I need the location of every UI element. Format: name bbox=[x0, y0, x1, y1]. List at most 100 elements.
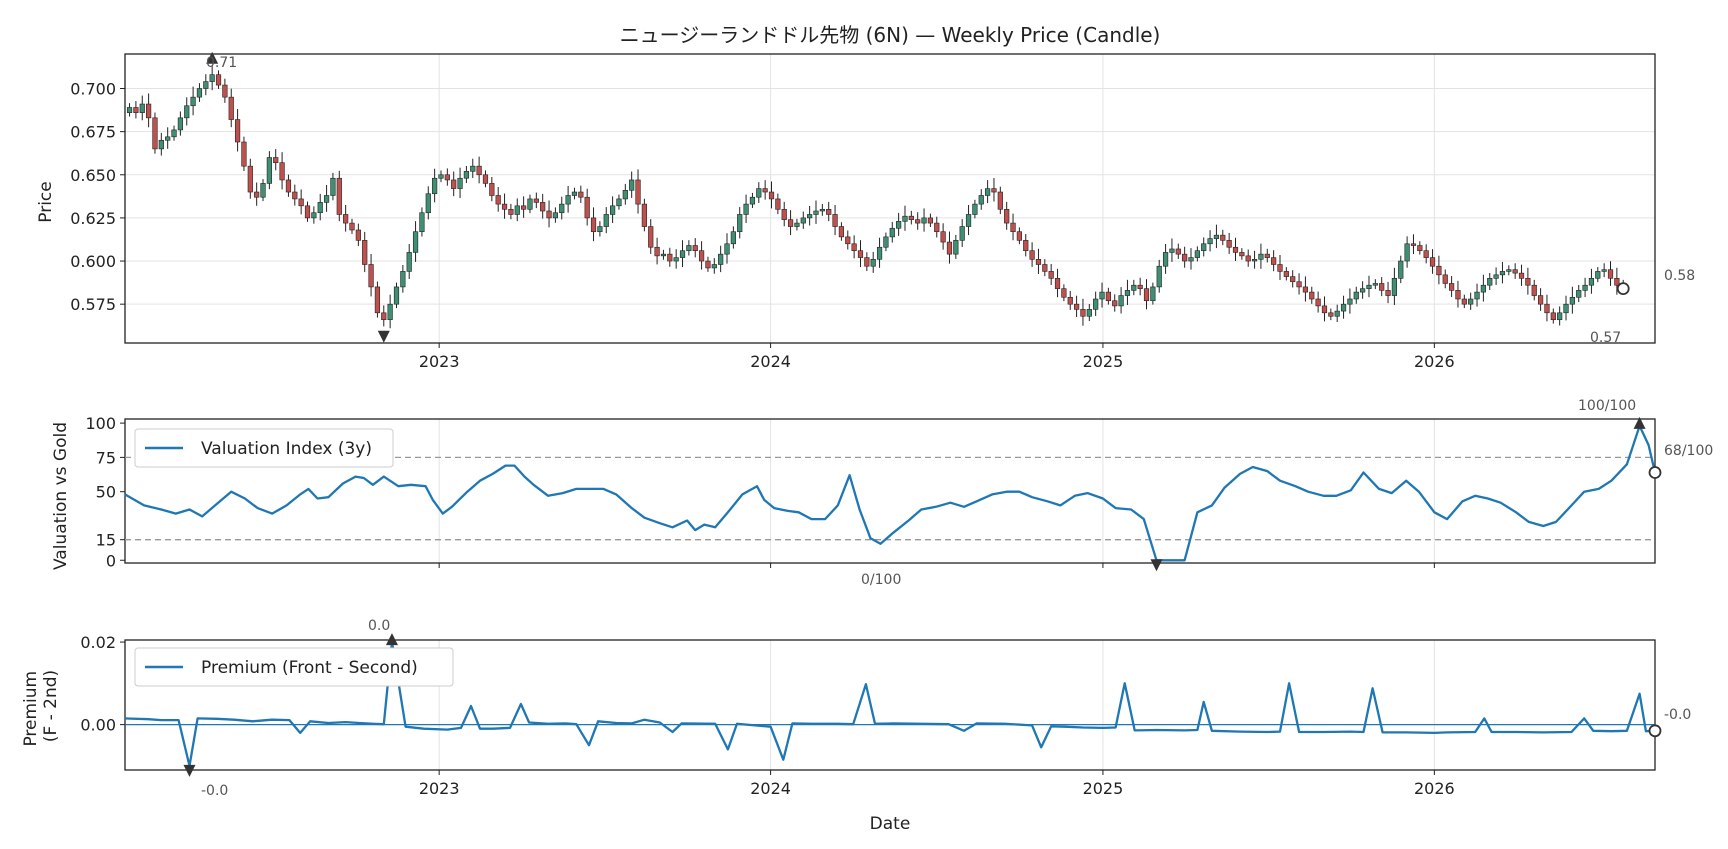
price-candle-45 bbox=[412, 221, 419, 262]
price-candle-28 bbox=[304, 201, 311, 222]
price-candle-body-13 bbox=[209, 74, 215, 82]
price-candle-112 bbox=[838, 222, 845, 241]
price-candle-body-92 bbox=[711, 264, 717, 269]
price-candle-103 bbox=[781, 201, 787, 227]
price-candle-body-10 bbox=[190, 96, 196, 107]
price-candle-0 bbox=[126, 103, 133, 117]
price-candle-body-42 bbox=[393, 286, 400, 305]
price-candle-body-222 bbox=[1537, 295, 1544, 305]
price-candle-38 bbox=[368, 253, 374, 297]
price-candle-175 bbox=[1239, 248, 1245, 260]
price-candle-body-84 bbox=[660, 253, 667, 257]
price-candle-body-184 bbox=[1296, 281, 1302, 288]
price-candle-body-44 bbox=[406, 252, 412, 272]
price-candle-138 bbox=[1004, 201, 1010, 230]
price-candle-body-18 bbox=[241, 141, 247, 167]
price-candle-body-171 bbox=[1213, 234, 1220, 239]
price-candle-142 bbox=[1029, 242, 1035, 267]
price-candle-body-132 bbox=[965, 214, 972, 227]
price-candle-186 bbox=[1309, 286, 1315, 304]
price-candle-body-157 bbox=[1124, 290, 1131, 296]
price-candle-body-208 bbox=[1449, 283, 1455, 291]
price-candle-108 bbox=[813, 200, 819, 224]
price-candle-body-191 bbox=[1340, 303, 1347, 312]
price-candle-230 bbox=[1588, 268, 1595, 294]
price-candle-body-61 bbox=[514, 205, 520, 215]
price-last-annotation: 0.58 bbox=[1664, 268, 1695, 284]
valuation-ytick-label-4: 100 bbox=[85, 414, 116, 433]
price-candle-95 bbox=[730, 226, 736, 249]
price-candle-215 bbox=[1493, 267, 1499, 285]
price-candle-176 bbox=[1245, 249, 1251, 267]
price-candle-body-174 bbox=[1232, 246, 1239, 253]
price-candle-12 bbox=[203, 74, 209, 96]
price-candle-body-179 bbox=[1264, 253, 1270, 258]
valuation-series-line bbox=[124, 424, 1657, 562]
price-ytick-label-5: 0.700 bbox=[70, 80, 116, 99]
price-candle-206 bbox=[1436, 255, 1442, 285]
price-candle-body-215 bbox=[1493, 274, 1499, 279]
price-candle-74 bbox=[597, 221, 603, 237]
premium-xtick-label-3: 2026 bbox=[1414, 779, 1455, 798]
price-candle-body-165 bbox=[1175, 248, 1181, 255]
price-candle-body-50 bbox=[444, 174, 450, 181]
price-candle-body-232 bbox=[1601, 269, 1607, 272]
price-xtick-label-1: 2024 bbox=[750, 352, 791, 371]
price-candle-body-37 bbox=[362, 240, 368, 265]
price-candle-body-80 bbox=[635, 179, 641, 205]
price-candle-body-47 bbox=[425, 193, 431, 214]
premium-ytick-label-1: 0.02 bbox=[80, 633, 116, 652]
price-candle-body-119 bbox=[883, 236, 889, 248]
price-candle-body-95 bbox=[730, 231, 736, 245]
price-candle-body-56 bbox=[482, 174, 489, 184]
price-candle-body-226 bbox=[1563, 303, 1569, 314]
price-candle-body-101 bbox=[768, 191, 775, 200]
price-candle-1 bbox=[133, 101, 139, 119]
price-candle-197 bbox=[1379, 277, 1385, 297]
price-candle-192 bbox=[1347, 288, 1353, 314]
price-candle-body-19 bbox=[247, 165, 253, 193]
price-candle-body-52 bbox=[457, 177, 463, 189]
price-candle-body-1 bbox=[133, 107, 139, 113]
price-candle-7 bbox=[171, 125, 177, 141]
price-candle-body-68 bbox=[559, 203, 565, 214]
price-candle-88 bbox=[686, 240, 692, 256]
price-candle-77 bbox=[616, 194, 622, 210]
price-candle-body-131 bbox=[959, 226, 965, 241]
price-candle-body-228 bbox=[1576, 290, 1582, 298]
price-candle-body-102 bbox=[775, 198, 781, 210]
price-candle-body-55 bbox=[476, 165, 482, 176]
price-candle-69 bbox=[565, 185, 571, 213]
price-candle-46 bbox=[419, 207, 425, 237]
price-candle-90 bbox=[698, 241, 705, 270]
price-candle-body-6 bbox=[165, 136, 171, 141]
valuation-last-annotation: 68/100 bbox=[1664, 443, 1713, 459]
price-candle-125 bbox=[921, 208, 927, 232]
price-candle-132 bbox=[965, 204, 972, 236]
price-candle-165 bbox=[1175, 243, 1181, 259]
price-candle-171 bbox=[1213, 224, 1220, 249]
price-candle-25 bbox=[285, 174, 292, 197]
price-candle-body-177 bbox=[1251, 259, 1258, 262]
price-candle-body-212 bbox=[1474, 291, 1480, 300]
price-candle-body-14 bbox=[215, 74, 222, 86]
price-candle-66 bbox=[546, 200, 552, 228]
price-candle-body-86 bbox=[673, 257, 679, 262]
price-ytick-label-3: 0.650 bbox=[70, 166, 116, 185]
price-candle-body-104 bbox=[787, 219, 794, 227]
price-candle-169 bbox=[1201, 237, 1207, 257]
price-candle-159 bbox=[1137, 277, 1143, 296]
price-candle-body-153 bbox=[1099, 291, 1105, 300]
price-candle-body-139 bbox=[1010, 222, 1016, 233]
price-candle-76 bbox=[610, 196, 616, 224]
price-candle-189 bbox=[1328, 308, 1334, 321]
price-candle-body-160 bbox=[1143, 288, 1150, 302]
price-candle-39 bbox=[374, 281, 381, 318]
price-candle-chart: 0.575 0.600 0.625 0.650 0.675 0.700 2023 2024 20… bbox=[70, 51, 1656, 371]
price-candle-8 bbox=[177, 111, 183, 136]
price-candle-body-116 bbox=[864, 257, 870, 267]
price-max-marker bbox=[206, 51, 219, 64]
price-candle-94 bbox=[724, 233, 730, 264]
price-candle-147 bbox=[1061, 284, 1067, 302]
